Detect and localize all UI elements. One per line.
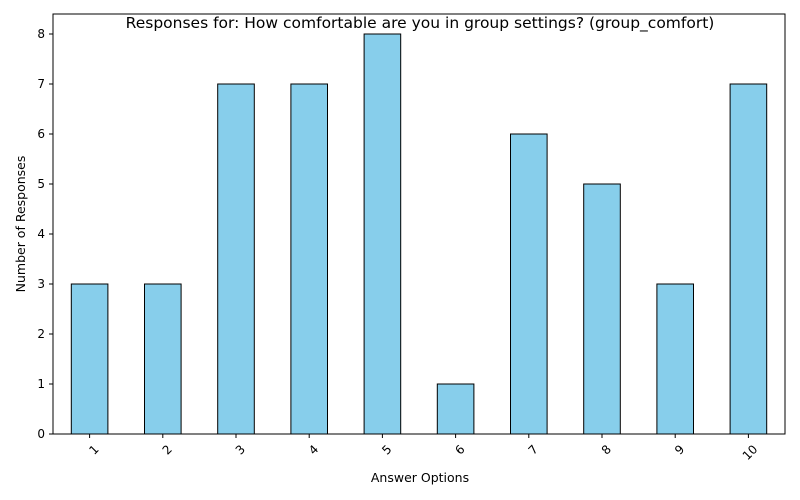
x-tick-label: 8 [599,442,614,457]
y-tick-label: 7 [37,77,45,91]
y-axis-label: Number of Responses [13,156,28,293]
x-tick-label: 6 [452,442,467,457]
bar-10 [729,83,768,435]
chart-title: Responses for: How comfortable are you i… [126,14,715,33]
y-tick-label: 1 [37,377,45,391]
x-tick-label: 4 [306,442,321,457]
bar-4 [290,83,328,435]
x-tick-label: 9 [672,442,687,457]
bar-6 [436,383,475,435]
y-tick-label: 2 [37,327,45,341]
x-tick-label: 1 [86,442,101,457]
bar-9 [656,283,695,435]
bar-2 [144,283,182,435]
bar-3 [217,83,255,435]
bar-7 [510,133,548,435]
bar-5 [363,33,402,435]
y-tick-label: 4 [37,227,45,241]
plot-area-frame [52,13,786,435]
x-tick-label: 3 [233,442,248,457]
y-tick-label: 6 [37,127,45,141]
y-tick-label: 8 [37,27,45,41]
y-axis: 0 1 2 3 4 5 6 7 8 [37,27,53,441]
x-tick-label: 2 [160,442,175,457]
y-tick-label: 3 [37,277,45,291]
bars-layer [70,33,768,435]
x-axis: 1 2 3 4 5 6 7 8 9 10 [86,434,760,463]
x-tick-label: 5 [379,442,394,457]
bar-1 [70,283,109,435]
bar-8 [583,183,621,435]
x-tick-label: 7 [526,442,541,457]
x-axis-label: Answer Options [371,470,469,485]
y-tick-label: 5 [37,177,45,191]
x-tick-label: 10 [740,442,761,463]
y-tick-label: 0 [37,427,45,441]
